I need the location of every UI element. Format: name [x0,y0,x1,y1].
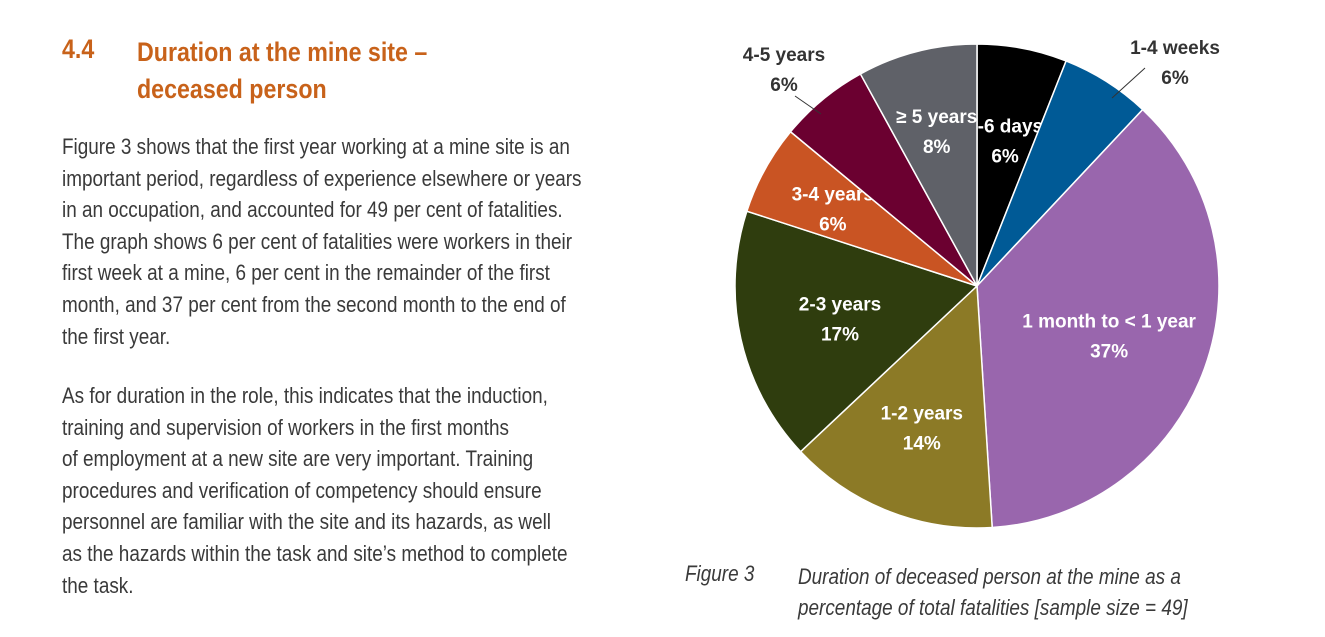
pie-leader-line-1-4-weeks [1111,67,1146,99]
paragraph-first-year: Figure 3 shows that the first year worki… [62,131,638,352]
text-line: first week at a mine, 6 per cent in the … [62,260,550,286]
pie-value-label-1-4-weeks: 6% [1161,68,1189,89]
pie-label-5-years: ≥ 5 years [896,107,977,128]
paragraph-duration-role: As for duration in the role, this indica… [62,380,638,601]
pie-value-label-4-5-years: 6% [770,75,798,96]
pie-label-1-2-years: 1-2 years [881,404,963,425]
text-line: as the hazards within the task and site’… [62,540,568,566]
pie-label-1-4-weeks: 1-4 weeks [1130,38,1220,59]
figure-label: Figure 3 [685,561,755,586]
pie-label-4-5-years: 4-5 years [743,45,825,66]
text-line: Figure 3 shows that the first year worki… [62,134,570,159]
section-title-line: deceased person [137,74,327,104]
pie-chart: 1-6 days 6% 1-4 weeks 6% 1 month to < 1 year… [734,38,1220,529]
pie-slice-5-years [859,43,978,287]
text-line: procedures and verification of competenc… [62,477,542,503]
pie-label-1-6-days: 1-6 days [967,117,1043,138]
pie-slice-2-3-years [734,210,979,453]
pie-value-label-1-month-to-1-year: 37% [1090,342,1128,363]
text-line: personnel are familiar with the site and… [62,509,552,535]
pie-value-label-1-6-days: 6% [991,147,1019,168]
pie-slice-1-2-years [799,284,993,529]
figure-caption: Duration of deceased person at the mine … [798,561,1314,623]
pie-label-3-4-years: 3-4 years [792,185,874,206]
pie-value-label-3-4-years: 6% [819,215,847,236]
pie-value-label-2-3-years: 17% [821,325,859,346]
pie-leader-line-4-5-years [794,95,822,115]
pie-value-label-5-years: 8% [923,137,951,158]
section-title-line: Duration at the mine site – [137,37,428,67]
pie-label-1-month-to-1-year: 1 month to < 1 year [1022,312,1196,333]
text-line: in an occupation, and accounted for 49 p… [62,197,563,223]
caption-line: percentage of total fatalities [sample s… [798,595,1188,620]
section-title: Duration at the mine site – deceased per… [137,34,533,108]
text-line: As for duration in the role, this indica… [62,383,548,408]
pie-value-label-1-2-years: 14% [903,434,941,455]
text-line: the first year. [62,323,171,349]
pie-slice-1-month-to-1-year [976,108,1220,529]
pie-label-2-3-years: 2-3 years [799,295,881,316]
section-number: 4.4 [62,34,95,64]
text-line: month, and 37 per cent from the second m… [62,291,566,317]
text-line: important period, regardless of experien… [62,165,582,191]
text-line: training and supervision of workers in t… [62,414,509,440]
caption-line: Duration of deceased person at the mine … [798,564,1181,589]
text-line: The graph shows 6 per cent of fatalities… [62,228,573,254]
text-line: of employment at a new site are very imp… [62,446,534,472]
text-line: the task. [62,572,134,598]
